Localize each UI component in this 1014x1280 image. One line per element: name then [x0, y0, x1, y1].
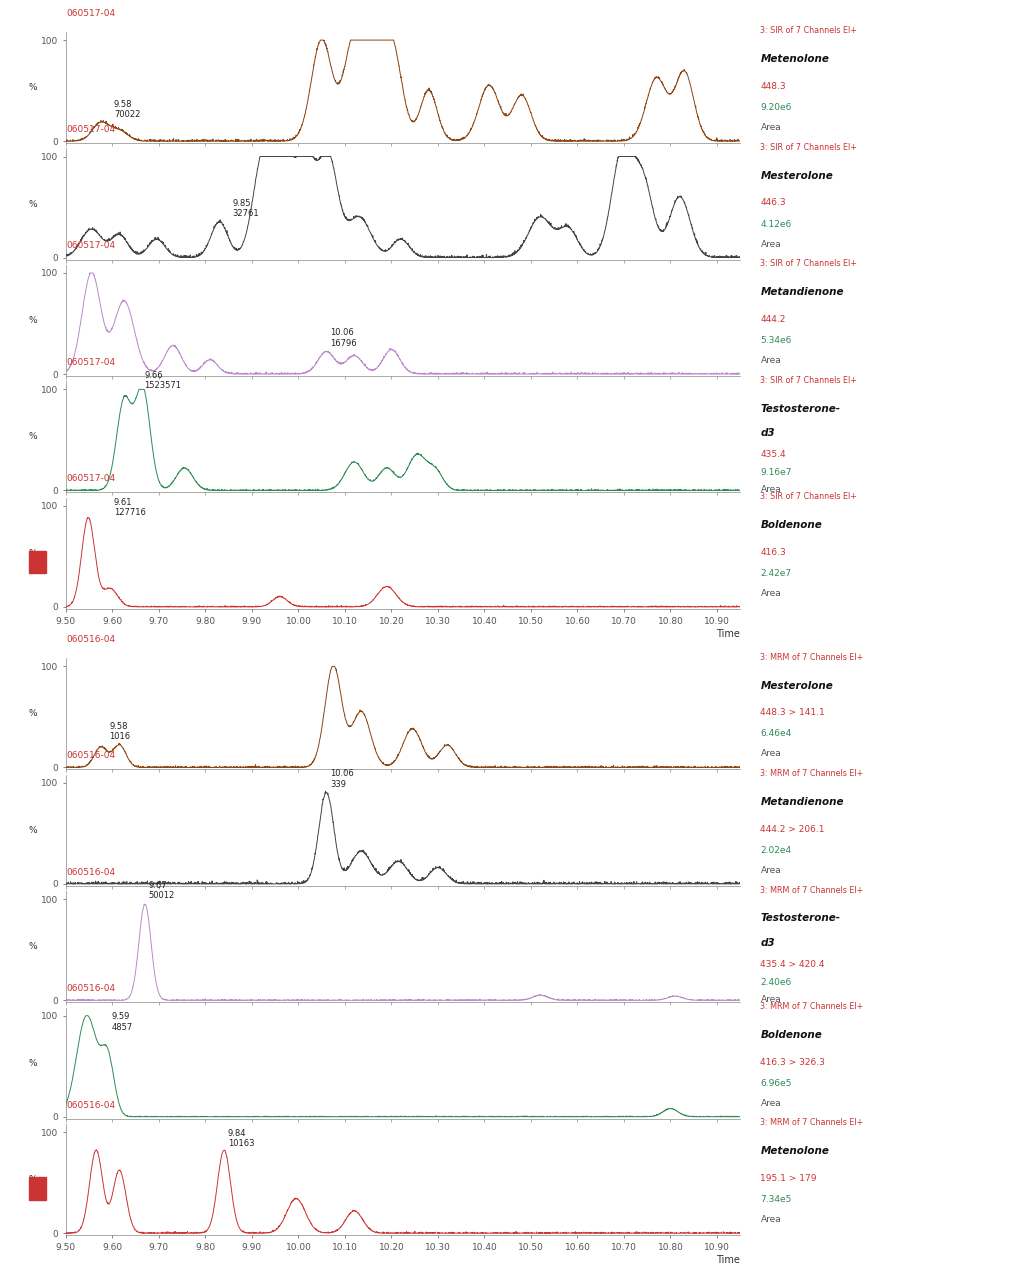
Text: %: % [29, 433, 38, 442]
Text: 444.2 > 206.1: 444.2 > 206.1 [760, 824, 825, 833]
Text: 3: MRM of 7 Channels EI+: 3: MRM of 7 Channels EI+ [760, 1002, 864, 1011]
Bar [28, 1178, 46, 1199]
Text: 435.4 > 420.4: 435.4 > 420.4 [760, 960, 825, 969]
Text: 060516-04: 060516-04 [66, 635, 115, 644]
Text: 448.3: 448.3 [760, 82, 786, 91]
Text: 3: SIR of 7 Channels EI+: 3: SIR of 7 Channels EI+ [760, 376, 857, 385]
Text: Mesterolone: Mesterolone [760, 681, 834, 690]
Text: 3: MRM of 7 Channels EI+: 3: MRM of 7 Channels EI+ [760, 886, 864, 895]
Text: 7.34e5: 7.34e5 [760, 1196, 792, 1204]
Text: Mesterolone: Mesterolone [760, 170, 834, 180]
Text: Area: Area [760, 1215, 781, 1224]
Text: 9.59
4857: 9.59 4857 [112, 1012, 133, 1032]
Text: 9.58
70022: 9.58 70022 [114, 100, 140, 119]
Text: %: % [29, 549, 38, 558]
Text: 9.67
50012: 9.67 50012 [149, 881, 175, 900]
Text: 060517-04: 060517-04 [66, 475, 115, 484]
Text: 9.20e6: 9.20e6 [760, 104, 792, 113]
Text: 060516-04: 060516-04 [66, 1101, 115, 1110]
Text: 2.02e4: 2.02e4 [760, 846, 792, 855]
Text: 3: MRM of 7 Channels EI+: 3: MRM of 7 Channels EI+ [760, 1119, 864, 1128]
Text: 416.3: 416.3 [760, 548, 786, 557]
Text: 3: MRM of 7 Channels EI+: 3: MRM of 7 Channels EI+ [760, 769, 864, 778]
Text: 9.61
127716: 9.61 127716 [114, 498, 146, 517]
Text: 10.06
339: 10.06 339 [330, 769, 354, 788]
Text: Testosterone-: Testosterone- [760, 914, 841, 923]
Text: 10.06
16796: 10.06 16796 [330, 329, 357, 348]
Text: Area: Area [760, 1098, 781, 1107]
Text: 9.66
1523571: 9.66 1523571 [144, 371, 182, 390]
Text: 2.40e6: 2.40e6 [760, 978, 792, 987]
Text: 060516-04: 060516-04 [66, 868, 115, 877]
Text: 2.42e7: 2.42e7 [760, 568, 792, 577]
Text: %: % [29, 1059, 38, 1068]
Text: Testosterone-: Testosterone- [760, 403, 841, 413]
Text: Area: Area [760, 485, 781, 494]
Text: 060517-04: 060517-04 [66, 242, 115, 251]
Text: %: % [29, 826, 38, 835]
Text: 060517-04: 060517-04 [66, 125, 115, 134]
Text: 195.1 > 179: 195.1 > 179 [760, 1174, 817, 1183]
Text: Metenolone: Metenolone [760, 1147, 829, 1156]
Text: Area: Area [760, 589, 781, 598]
Text: d3: d3 [760, 938, 775, 948]
Text: Area: Area [760, 995, 781, 1004]
Text: 6.46e4: 6.46e4 [760, 730, 792, 739]
Text: Area: Area [760, 865, 781, 876]
Text: %: % [29, 316, 38, 325]
Text: %: % [29, 942, 38, 951]
Text: %: % [29, 83, 38, 92]
Text: Metenolone: Metenolone [760, 54, 829, 64]
Text: 9.16e7: 9.16e7 [760, 468, 792, 477]
Text: Metandienone: Metandienone [760, 797, 844, 806]
Text: Time: Time [716, 628, 740, 639]
Text: 9.85
32761: 9.85 32761 [232, 198, 259, 218]
Text: 060516-04: 060516-04 [66, 984, 115, 993]
Text: d3: d3 [760, 428, 775, 438]
Text: 446.3: 446.3 [760, 198, 786, 207]
Text: 416.3 > 326.3: 416.3 > 326.3 [760, 1057, 825, 1066]
Text: %: % [29, 709, 38, 718]
Text: 3: MRM of 7 Channels EI+: 3: MRM of 7 Channels EI+ [760, 653, 864, 662]
Text: 9.58
1016: 9.58 1016 [110, 722, 130, 741]
Text: 4.12e6: 4.12e6 [760, 220, 792, 229]
Text: 435.4: 435.4 [760, 451, 786, 460]
Text: 9.84
10163: 9.84 10163 [228, 1129, 255, 1148]
Bar [28, 552, 46, 573]
Text: Time: Time [716, 1256, 740, 1265]
Text: 3: SIR of 7 Channels EI+: 3: SIR of 7 Channels EI+ [760, 492, 857, 502]
Text: Boldenone: Boldenone [760, 1030, 822, 1039]
Text: Area: Area [760, 123, 781, 132]
Text: 060516-04: 060516-04 [66, 751, 115, 760]
Text: %: % [29, 1175, 38, 1184]
Text: 3: SIR of 7 Channels EI+: 3: SIR of 7 Channels EI+ [760, 27, 857, 36]
Text: Area: Area [760, 239, 781, 248]
Text: 6.96e5: 6.96e5 [760, 1079, 792, 1088]
Text: 060517-04: 060517-04 [66, 9, 115, 18]
Text: Area: Area [760, 750, 781, 759]
Text: 448.3 > 141.1: 448.3 > 141.1 [760, 708, 825, 717]
Text: 5.34e6: 5.34e6 [760, 337, 792, 346]
Text: %: % [29, 200, 38, 209]
Text: 060517-04: 060517-04 [66, 358, 115, 367]
Text: 3: SIR of 7 Channels EI+: 3: SIR of 7 Channels EI+ [760, 143, 857, 152]
Text: Area: Area [760, 356, 781, 365]
Text: Boldenone: Boldenone [760, 520, 822, 530]
Text: 444.2: 444.2 [760, 315, 786, 324]
Text: 3: SIR of 7 Channels EI+: 3: SIR of 7 Channels EI+ [760, 260, 857, 269]
Text: Metandienone: Metandienone [760, 287, 844, 297]
